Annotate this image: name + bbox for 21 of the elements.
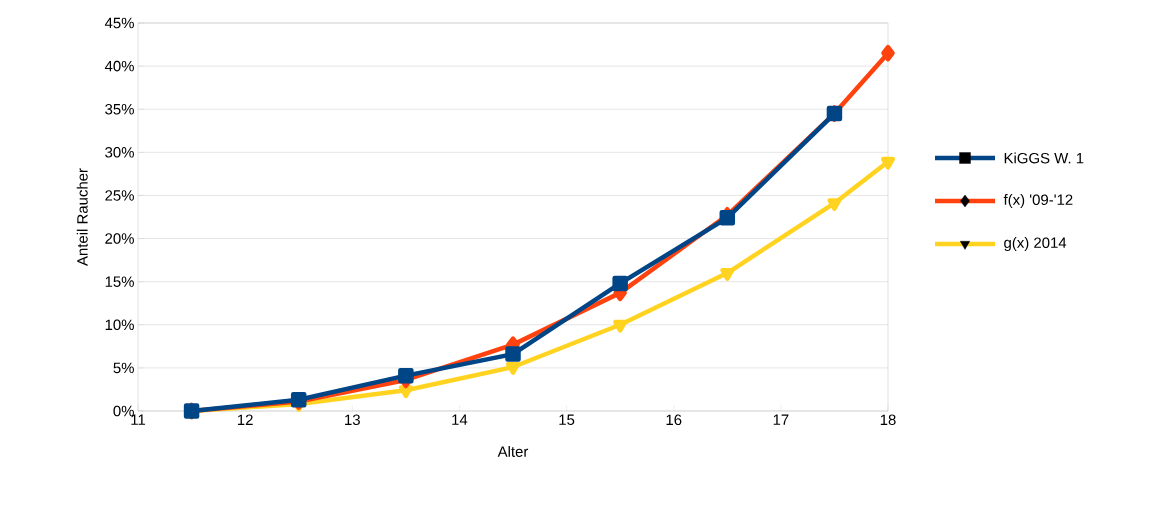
x-axis-title: Alter [497,445,529,457]
y-tick-label: 5% [113,362,134,374]
x-tick-label: 17 [773,414,789,425]
x-tick-label: 13 [345,414,360,426]
x-tick-label: 12 [237,414,253,425]
y-tick-label: 20% [105,233,134,244]
y-tick-label: 15% [105,276,134,287]
x-tick-label: 14 [452,414,468,425]
y-tick-label: 40% [104,60,134,72]
y-tick-label: 25% [105,190,134,201]
y-tick-label: 10% [105,319,134,331]
x-tick-label: 16 [666,414,682,426]
x-tick-label: 18 [880,414,896,426]
x-tick-label: 15 [559,414,575,425]
y-tick-label: 35% [105,103,134,115]
y-axis-title: Anteil Raucher [76,168,88,266]
legend-label: g(x) 2014 [1004,237,1067,251]
legend-label: f(x) '09-'12 [1003,194,1073,208]
y-tick-label: 45% [104,17,134,29]
legend-label: KiGGS W. 1 [1004,152,1084,164]
y-tick-label: 30% [105,147,134,158]
